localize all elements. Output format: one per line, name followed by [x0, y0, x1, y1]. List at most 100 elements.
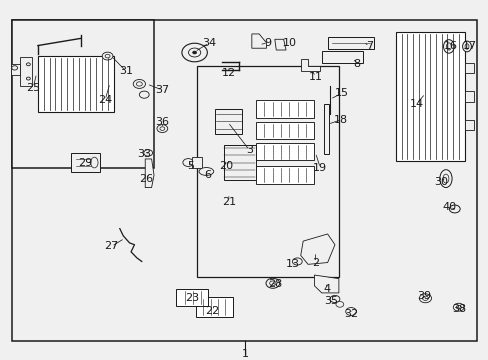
Text: 34: 34: [202, 38, 216, 48]
Text: 8: 8: [353, 59, 360, 69]
Polygon shape: [274, 39, 285, 50]
Bar: [324, 104, 328, 154]
Bar: [464, 63, 473, 73]
Text: 37: 37: [155, 85, 169, 95]
Ellipse shape: [143, 150, 152, 156]
Text: 13: 13: [285, 259, 299, 269]
Text: 27: 27: [104, 242, 119, 252]
Text: 19: 19: [313, 163, 326, 173]
Ellipse shape: [199, 167, 213, 175]
Text: 14: 14: [409, 99, 423, 109]
Text: 4: 4: [323, 284, 329, 294]
Ellipse shape: [329, 296, 339, 302]
Ellipse shape: [105, 54, 110, 58]
Bar: [12, 20, 476, 341]
Text: 25: 25: [26, 82, 40, 93]
Text: 16: 16: [443, 41, 457, 51]
Bar: [255, 122, 314, 139]
Text: 22: 22: [205, 306, 220, 316]
Ellipse shape: [439, 170, 451, 188]
Text: 12: 12: [222, 68, 235, 78]
Ellipse shape: [183, 159, 193, 166]
Text: 15: 15: [335, 88, 348, 98]
Bar: [71, 153, 100, 172]
Ellipse shape: [292, 258, 302, 265]
Text: 28: 28: [267, 279, 282, 289]
Ellipse shape: [464, 44, 468, 49]
Ellipse shape: [448, 205, 459, 213]
Bar: [12, 20, 154, 168]
Text: 11: 11: [308, 72, 322, 82]
Text: 32: 32: [344, 309, 357, 319]
Text: 36: 36: [155, 117, 169, 127]
Ellipse shape: [160, 127, 164, 130]
Ellipse shape: [12, 66, 18, 70]
Text: 5: 5: [187, 161, 194, 171]
Text: 17: 17: [462, 41, 475, 51]
Bar: [215, 109, 242, 134]
Bar: [197, 66, 338, 277]
Ellipse shape: [443, 40, 453, 53]
Text: 6: 6: [204, 170, 211, 180]
Polygon shape: [300, 59, 320, 71]
Bar: [195, 297, 232, 317]
Text: 10: 10: [282, 38, 296, 48]
Ellipse shape: [157, 125, 167, 132]
Ellipse shape: [265, 278, 279, 288]
Ellipse shape: [462, 41, 470, 52]
Ellipse shape: [188, 48, 201, 57]
Text: 31: 31: [119, 67, 133, 76]
Ellipse shape: [345, 307, 356, 315]
Text: 24: 24: [98, 95, 112, 105]
Ellipse shape: [455, 305, 460, 309]
Ellipse shape: [133, 80, 145, 89]
Ellipse shape: [446, 43, 450, 50]
Text: 40: 40: [442, 202, 456, 212]
Text: 7: 7: [365, 41, 372, 51]
Ellipse shape: [422, 296, 427, 301]
Polygon shape: [11, 64, 20, 75]
Bar: [38, 56, 113, 112]
Bar: [321, 51, 362, 63]
Ellipse shape: [139, 91, 149, 98]
Bar: [192, 157, 202, 168]
Ellipse shape: [442, 174, 448, 183]
Ellipse shape: [182, 43, 207, 62]
Bar: [255, 100, 314, 117]
Ellipse shape: [418, 294, 431, 303]
Ellipse shape: [90, 157, 98, 168]
Bar: [464, 91, 473, 102]
Text: 2: 2: [311, 257, 318, 267]
Text: 30: 30: [433, 177, 447, 187]
Text: 21: 21: [222, 197, 235, 207]
Bar: [464, 120, 473, 130]
Text: 9: 9: [264, 38, 271, 48]
Text: 26: 26: [139, 174, 152, 184]
Polygon shape: [145, 159, 154, 188]
Text: 1: 1: [242, 349, 248, 359]
Text: 23: 23: [184, 293, 198, 303]
Ellipse shape: [26, 77, 30, 80]
Text: 20: 20: [219, 161, 232, 171]
Ellipse shape: [335, 301, 343, 307]
Polygon shape: [314, 275, 338, 293]
Bar: [395, 32, 464, 161]
Polygon shape: [300, 234, 334, 264]
Ellipse shape: [269, 281, 275, 285]
Text: 39: 39: [417, 292, 430, 301]
Ellipse shape: [136, 82, 142, 86]
Text: 35: 35: [324, 296, 338, 306]
Text: 33: 33: [137, 149, 151, 159]
Text: 3: 3: [245, 145, 252, 155]
Ellipse shape: [192, 51, 196, 54]
Bar: [176, 289, 207, 306]
Polygon shape: [20, 57, 32, 86]
Polygon shape: [251, 34, 266, 48]
Ellipse shape: [102, 52, 113, 60]
Ellipse shape: [452, 303, 463, 311]
Ellipse shape: [26, 63, 30, 66]
Text: 38: 38: [452, 304, 466, 314]
Bar: [255, 143, 314, 161]
Text: 29: 29: [78, 158, 93, 167]
Text: 18: 18: [334, 115, 347, 125]
